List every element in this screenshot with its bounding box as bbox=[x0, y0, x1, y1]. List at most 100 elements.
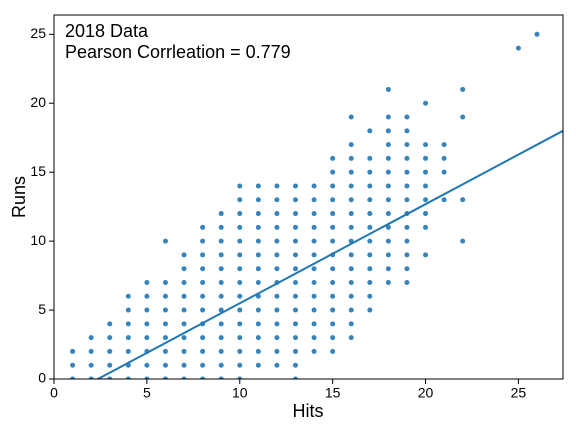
point bbox=[404, 183, 410, 189]
point bbox=[292, 224, 298, 230]
point bbox=[237, 238, 243, 244]
point bbox=[311, 266, 317, 272]
point bbox=[423, 252, 429, 258]
point bbox=[348, 155, 354, 161]
point bbox=[330, 224, 336, 230]
point bbox=[348, 197, 354, 203]
point bbox=[311, 238, 317, 244]
point bbox=[218, 211, 224, 217]
point bbox=[385, 86, 391, 92]
point bbox=[255, 224, 261, 230]
point bbox=[292, 183, 298, 189]
point bbox=[181, 252, 187, 258]
point bbox=[441, 155, 447, 161]
y-tick-label: 0 bbox=[38, 370, 46, 386]
x-tick-label: 0 bbox=[50, 385, 58, 401]
point bbox=[292, 279, 298, 285]
point bbox=[162, 307, 168, 313]
point bbox=[404, 169, 410, 175]
x-tick-label: 20 bbox=[418, 385, 434, 401]
point bbox=[311, 307, 317, 313]
point bbox=[125, 348, 131, 354]
point bbox=[515, 45, 521, 51]
point bbox=[181, 307, 187, 313]
point bbox=[385, 266, 391, 272]
point bbox=[200, 348, 206, 354]
point bbox=[348, 169, 354, 175]
point bbox=[423, 142, 429, 148]
point bbox=[311, 335, 317, 341]
point bbox=[144, 335, 150, 341]
point bbox=[385, 238, 391, 244]
point bbox=[200, 293, 206, 299]
point bbox=[460, 114, 466, 120]
point bbox=[255, 279, 261, 285]
point bbox=[441, 142, 447, 148]
point bbox=[274, 197, 280, 203]
x-tick-label: 5 bbox=[143, 385, 151, 401]
point bbox=[348, 321, 354, 327]
point bbox=[367, 169, 373, 175]
point bbox=[460, 238, 466, 244]
point bbox=[274, 238, 280, 244]
point bbox=[237, 279, 243, 285]
point bbox=[218, 348, 224, 354]
point bbox=[385, 211, 391, 217]
point bbox=[385, 169, 391, 175]
point bbox=[348, 114, 354, 120]
point bbox=[255, 335, 261, 341]
point bbox=[441, 169, 447, 175]
point bbox=[200, 252, 206, 258]
point bbox=[218, 335, 224, 341]
point bbox=[107, 376, 113, 379]
point bbox=[181, 293, 187, 299]
y-tick-label: 5 bbox=[38, 301, 46, 317]
point bbox=[125, 335, 131, 341]
point bbox=[330, 321, 336, 327]
point bbox=[423, 169, 429, 175]
point bbox=[330, 335, 336, 341]
point bbox=[237, 307, 243, 313]
point bbox=[330, 307, 336, 313]
point bbox=[274, 183, 280, 189]
point bbox=[274, 335, 280, 341]
point bbox=[292, 376, 298, 379]
point bbox=[255, 321, 261, 327]
point bbox=[330, 238, 336, 244]
point bbox=[330, 183, 336, 189]
x-tick-label: 10 bbox=[232, 385, 248, 401]
point bbox=[311, 183, 317, 189]
point bbox=[88, 348, 94, 354]
point bbox=[237, 224, 243, 230]
point bbox=[348, 224, 354, 230]
point bbox=[292, 362, 298, 368]
point bbox=[292, 293, 298, 299]
point bbox=[367, 307, 373, 313]
point bbox=[162, 238, 168, 244]
point bbox=[218, 224, 224, 230]
point bbox=[200, 307, 206, 313]
point bbox=[330, 279, 336, 285]
point bbox=[348, 252, 354, 258]
point bbox=[70, 348, 76, 354]
point bbox=[181, 321, 187, 327]
point bbox=[125, 376, 131, 379]
point bbox=[237, 183, 243, 189]
point bbox=[311, 252, 317, 258]
point bbox=[385, 252, 391, 258]
point bbox=[348, 142, 354, 148]
point bbox=[348, 279, 354, 285]
point bbox=[367, 266, 373, 272]
point bbox=[200, 362, 206, 368]
point bbox=[88, 362, 94, 368]
point bbox=[200, 238, 206, 244]
point bbox=[200, 376, 206, 379]
point bbox=[274, 293, 280, 299]
point bbox=[162, 335, 168, 341]
point bbox=[70, 362, 76, 368]
point bbox=[218, 307, 224, 313]
point bbox=[292, 266, 298, 272]
point bbox=[367, 238, 373, 244]
point bbox=[200, 279, 206, 285]
